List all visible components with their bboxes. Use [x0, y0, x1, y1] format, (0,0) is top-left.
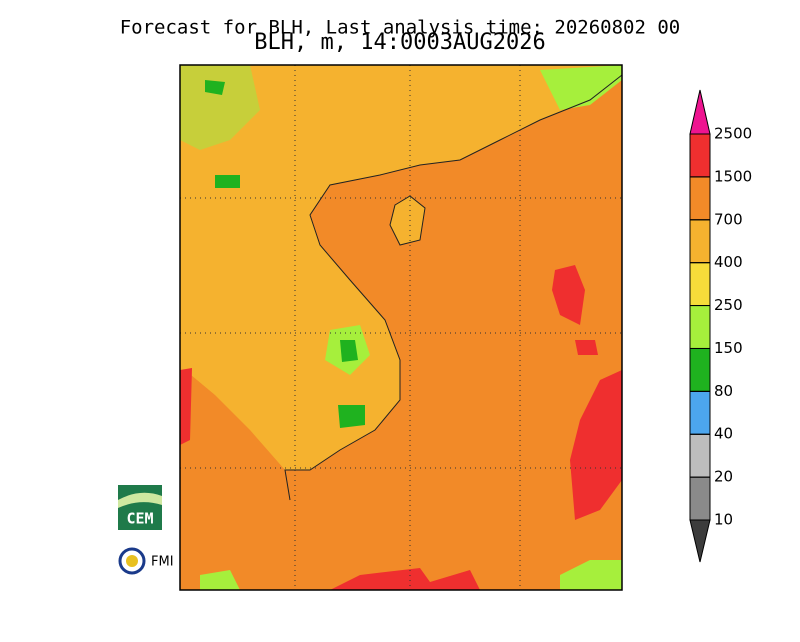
graticule: [180, 65, 622, 590]
colorbar-segment: [689, 305, 711, 349]
land-patch: [560, 560, 622, 590]
land-patch: [180, 65, 260, 150]
colorbar-label: 2500: [714, 125, 752, 143]
logo-dot: [126, 555, 138, 567]
logo-swoosh: [118, 492, 162, 508]
colorbar-label: 400: [714, 253, 743, 271]
title-line1: Forecast for BLH, Last analysis time: 20…: [120, 17, 681, 39]
colorbar-label: 80: [714, 382, 733, 400]
land-patch: [215, 175, 240, 188]
red-patch: [552, 265, 585, 325]
land-patch: [540, 65, 622, 110]
coastline: [284, 74, 623, 501]
land-patch: [338, 405, 365, 428]
map-frame: [179, 64, 623, 591]
title-line2: BLH, m, 14:0003AUG2026: [254, 30, 545, 55]
land-patch: [205, 80, 225, 95]
red-patch: [180, 368, 192, 445]
colorbar-label: 700: [714, 210, 743, 228]
colorbar-segment: [689, 433, 711, 478]
red-patch: [575, 340, 598, 355]
colorbar-label: 150: [714, 339, 743, 357]
colorbar-segment: [689, 347, 711, 392]
red-patch: [330, 568, 480, 590]
colorbar-triangle: [689, 519, 711, 563]
fmi-logo: FMI: [118, 547, 174, 575]
colorbar-segment: [689, 219, 711, 264]
colorbar-triangle: [689, 89, 711, 135]
colorbar-segment: [689, 262, 711, 307]
colorbar-segment: [689, 476, 711, 521]
colorbar-segment: [689, 133, 711, 178]
colorbar-label: 20: [714, 468, 733, 486]
colorbar: 10 20 40 80 150 250 400 700 1500 2500: [689, 89, 752, 563]
logo-box: [118, 485, 162, 530]
colorbar-label: 250: [714, 296, 743, 314]
colorbar-label: 40: [714, 425, 733, 443]
cem-logo: CEM: [118, 485, 162, 530]
colorbar-label: 10: [714, 511, 733, 529]
red-patch: [570, 370, 622, 520]
logo-text: FMI: [151, 555, 174, 570]
colorbar-segment: [689, 176, 711, 221]
land-field: [180, 65, 622, 470]
colorbar-segment: [689, 390, 711, 435]
land-patch: [200, 570, 240, 590]
land-patch: [340, 340, 358, 362]
colorbar-label: 1500: [714, 167, 752, 185]
logo-text: CEM: [126, 510, 153, 528]
map: [179, 64, 623, 591]
